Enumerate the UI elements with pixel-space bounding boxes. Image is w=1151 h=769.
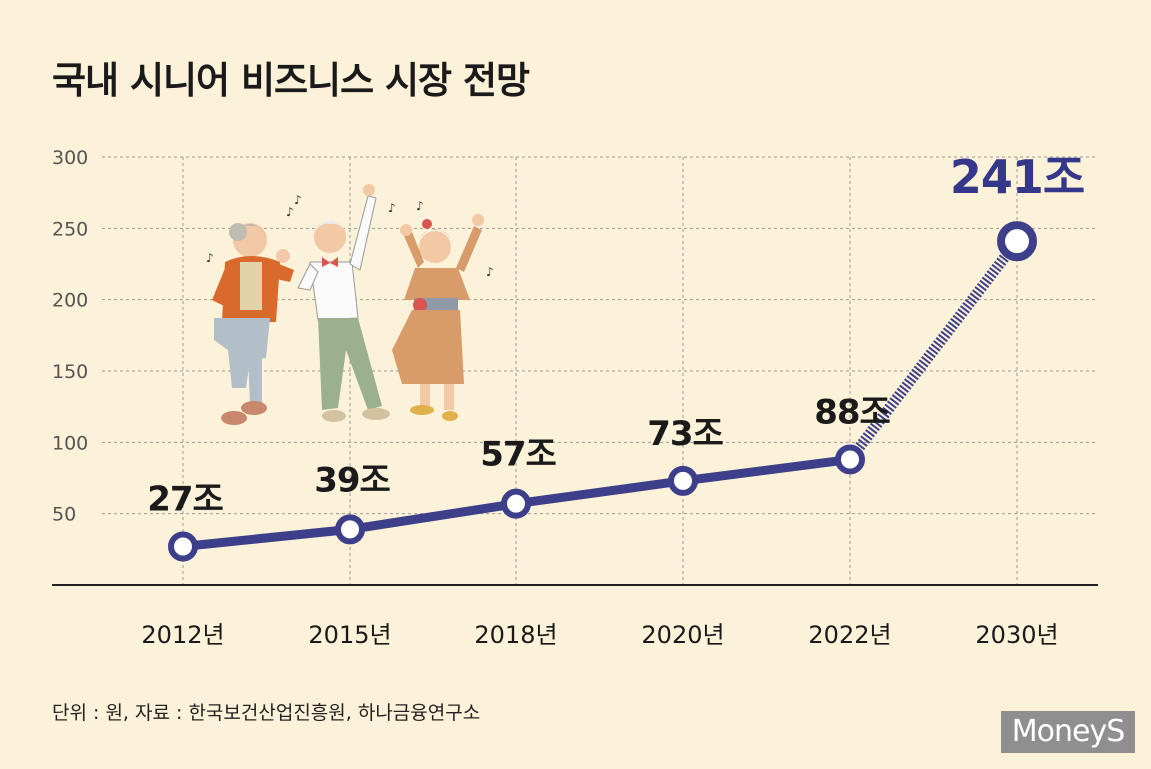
music-notes-decoration: ♪♪ ♪♪ ♪♪ [206,193,494,279]
series-line-segment [511,476,688,509]
y-tick-label: 50 [52,504,76,526]
grid-lines [102,156,1098,585]
axes: 50 100 150 200 250 300 2012년 2015년 2018년 2020년 202… [52,147,1098,649]
svg-text:♪: ♪ [206,251,214,265]
senior-man-white-shirt-figure [297,184,390,422]
svg-text:♪: ♪ [286,205,294,219]
dancing-seniors-illustration: ♪♪ ♪♪ ♪♪ [206,184,494,425]
senior-woman-orange-figure [212,223,294,425]
x-tick-label: 2015년 [308,621,391,649]
source-note: 단위 : 원, 자료 : 한국보건산업진흥원, 하나금융연구소 [52,702,481,724]
data-label: 73조 [647,414,723,454]
y-tick-label: 250 [52,218,88,240]
data-label: 57조 [480,435,556,475]
y-tick-label: 150 [52,361,88,383]
svg-text:♪: ♪ [486,265,494,279]
svg-text:♪: ♪ [416,199,424,213]
x-tick-label: 2022년 [808,621,891,649]
x-tick-label: 2030년 [975,621,1058,649]
data-label: 27조 [147,479,223,519]
data-point-marker [835,444,865,475]
series-line-segment [345,499,521,534]
series-line-segment [178,524,355,551]
data-point-marker [668,465,698,496]
svg-text:♪: ♪ [294,193,302,207]
senior-woman-tan-dress-figure [392,214,484,421]
data-point-marker [168,531,198,562]
svg-text:♪: ♪ [388,201,396,215]
data-point-marker [335,514,365,545]
data-point-marker [501,488,531,519]
x-tick-label: 2012년 [141,621,224,649]
data-label: 241조 [950,150,1084,204]
series-line-segment [678,454,855,486]
y-tick-label: 100 [52,432,88,454]
data-labels: 27조 39조 57조 73조 88조 241조 [147,150,1085,519]
y-tick-label: 300 [52,147,88,169]
y-tick-label: 200 [52,290,88,312]
x-tick-label: 2018년 [474,621,557,649]
data-series [168,221,1037,562]
projection-line-segment [845,237,1022,463]
moneys-logo: MoneyS [1001,711,1135,753]
data-label: 39조 [314,460,390,500]
data-point-marker [997,221,1037,262]
chart-title: 국내 시니어 비즈니스 시장 전망 [52,59,530,102]
data-label: 88조 [814,392,890,432]
x-tick-label: 2020년 [641,621,724,649]
